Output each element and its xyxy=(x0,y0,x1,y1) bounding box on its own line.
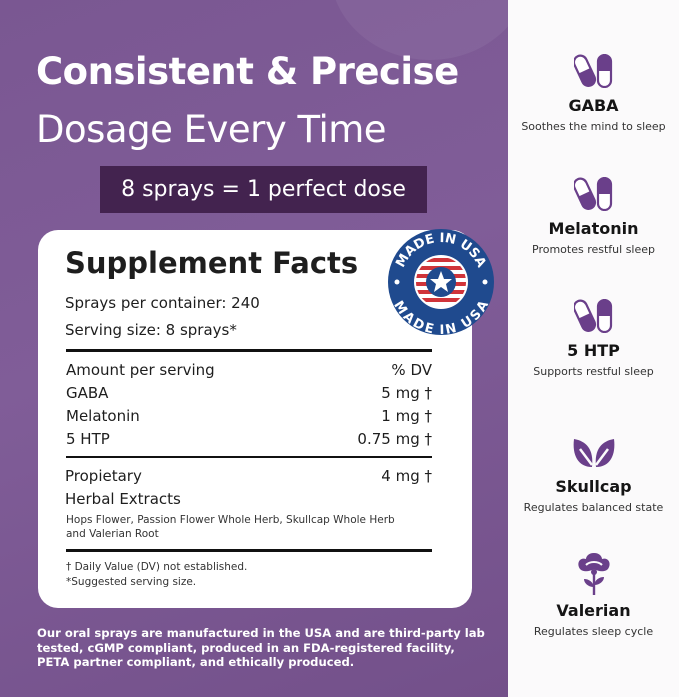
divider-thin xyxy=(66,456,432,458)
footnote-dv: † Daily Value (DV) not established. xyxy=(66,561,248,573)
ingredient-melatonin: Melatonin Promotes restful sleep xyxy=(508,177,679,256)
ingredient-name: GABA xyxy=(568,96,619,115)
blend-ingredients-line2: and Valerian Root xyxy=(66,528,159,540)
headline-line2: Dosage Every Time xyxy=(36,108,387,151)
headline-line1: Consistent & Precise xyxy=(36,50,459,93)
footnote-serving: *Suggested serving size. xyxy=(66,576,197,588)
ingredient-desc: Regulates sleep cycle xyxy=(533,625,654,638)
facts-title: Supplement Facts xyxy=(65,246,359,280)
row-amount: 1 mg † xyxy=(381,407,432,425)
manufacturing-note: Our oral sprays are manufactured in the … xyxy=(37,626,485,670)
ingredient-desc: Supports restful sleep xyxy=(533,365,654,378)
ingredient-name: Melatonin xyxy=(548,219,639,238)
blend-amount: 4 mg † xyxy=(381,467,432,485)
serving-size: Serving size: 8 sprays* xyxy=(65,321,237,339)
dv-header: % DV xyxy=(391,361,432,379)
row-name: Melatonin xyxy=(66,407,140,425)
divider-thick xyxy=(66,349,432,352)
blend-name-line2: Herbal Extracts xyxy=(65,490,181,508)
row-name: 5 HTP xyxy=(66,430,110,448)
blend-name: Propietary xyxy=(65,467,142,485)
sprays-per-container: Sprays per container: 240 xyxy=(65,294,260,312)
made-in-usa-badge: MADE IN USA MADE IN USA xyxy=(388,229,494,336)
capsule-icon xyxy=(573,54,612,88)
ingredient-desc: Regulates balanced state xyxy=(523,501,664,514)
row-amount: 0.75 mg † xyxy=(357,430,432,448)
ingredient-valerian: Valerian Regulates sleep cycle xyxy=(508,551,679,638)
ingredient-5htp: 5 HTP Supports restful sleep xyxy=(508,299,679,378)
ingredient-gaba: GABA Soothes the mind to sleep xyxy=(508,54,679,133)
dose-banner: 8 sprays = 1 perfect dose xyxy=(100,166,427,213)
divider-thick xyxy=(66,549,432,552)
amount-header: Amount per serving xyxy=(66,361,215,379)
capsule-icon xyxy=(573,177,612,211)
leaves-icon xyxy=(573,439,614,467)
blend-ingredients: Hops Flower, Passion Flower Whole Herb, … xyxy=(66,514,395,526)
flower-icon xyxy=(577,553,610,595)
ingredient-name: Valerian xyxy=(556,601,631,620)
ingredient-desc: Soothes the mind to sleep xyxy=(521,120,666,133)
ingredient-desc: Promotes restful sleep xyxy=(532,243,655,256)
left-panel: Consistent & Precise Dosage Every Time 8… xyxy=(0,0,508,697)
ingredient-name: Skullcap xyxy=(555,477,632,496)
row-name: GABA xyxy=(66,384,109,402)
ingredient-skullcap: Skullcap Regulates balanced state xyxy=(508,437,679,514)
capsule-icon xyxy=(573,299,612,333)
ingredient-name: 5 HTP xyxy=(567,341,620,360)
row-amount: 5 mg † xyxy=(381,384,432,402)
